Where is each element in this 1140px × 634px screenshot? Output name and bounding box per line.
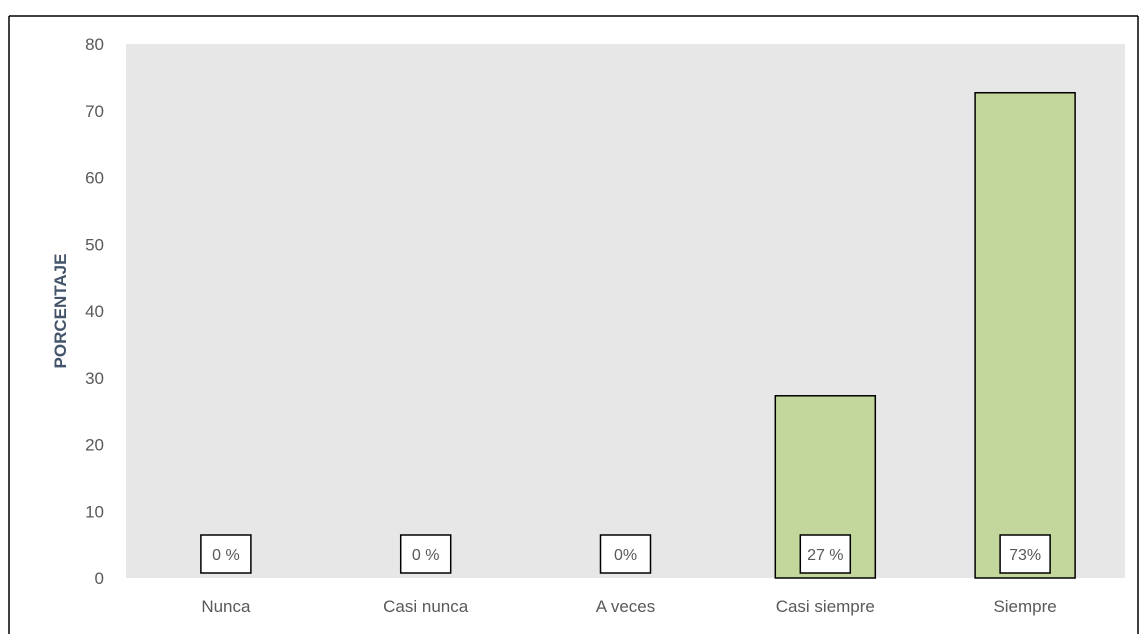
y-axis-ticks: 0 10 20 30 40 50 60 70 80 <box>85 35 104 588</box>
data-label: 73% <box>1009 547 1041 564</box>
x-axis-ticks: Nunca Casi nunca A veces Casi siempre Siempr… <box>201 597 1056 616</box>
y-tick-label: 60 <box>85 169 104 188</box>
data-labels: 0 % 0 % 0% 27 % 73% <box>200 534 1051 574</box>
data-label: 0 % <box>212 547 240 564</box>
x-tick-label: Casi siempre <box>776 597 875 616</box>
y-tick-label: 50 <box>85 235 104 254</box>
bars <box>774 91 1076 579</box>
y-tick-label: 80 <box>85 35 104 54</box>
y-tick-label: 20 <box>85 436 104 455</box>
data-label: 0% <box>614 547 637 564</box>
data-label-box <box>399 534 452 574</box>
plot-area <box>126 44 1125 578</box>
x-tick-label: Casi nunca <box>383 597 469 616</box>
y-tick-label: 40 <box>85 302 104 321</box>
bar <box>974 91 1076 579</box>
y-axis-title: PORCENTAJE <box>51 254 70 369</box>
data-label-box <box>599 534 652 574</box>
data-label-box <box>200 534 252 574</box>
y-tick-label: 30 <box>85 369 104 388</box>
y-tick-label: 0 <box>95 569 104 588</box>
x-tick-label: A veces <box>596 597 656 616</box>
data-label-box <box>799 534 852 574</box>
data-label: 0 % <box>412 547 440 564</box>
data-label-box <box>999 534 1051 574</box>
x-tick-label: Siempre <box>993 597 1056 616</box>
y-tick-label: 10 <box>85 502 104 521</box>
y-tick-label: 70 <box>85 102 104 121</box>
x-tick-label: Nunca <box>201 597 251 616</box>
data-label: 27 % <box>807 547 843 564</box>
